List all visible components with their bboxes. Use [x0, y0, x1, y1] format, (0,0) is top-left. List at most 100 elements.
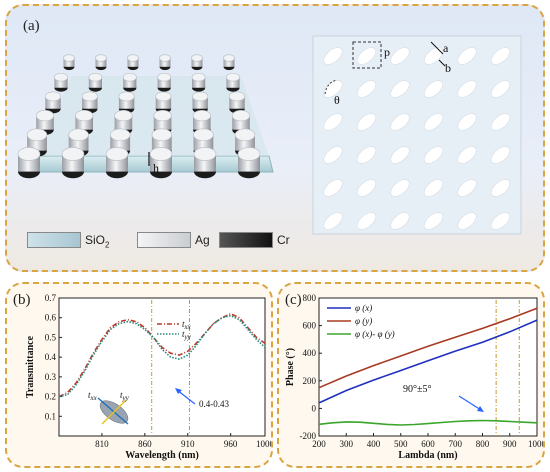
angle-label: θ	[334, 93, 340, 107]
top-view-ellipse	[457, 179, 477, 197]
top-view-ellipse	[490, 146, 511, 164]
y-tick-label: 600	[303, 321, 317, 331]
y-tick-label: 0.4	[45, 352, 57, 362]
y-tick-label: 0.1	[45, 411, 56, 421]
pillar	[54, 72, 68, 92]
pillar	[122, 72, 137, 92]
pillar	[149, 147, 173, 179]
panel-c: (c) 2003004005006007008009001000-2000200…	[277, 282, 545, 468]
top-view-ellipse	[323, 113, 343, 131]
x-tick-label: 960	[224, 439, 238, 449]
y-tick-label: 0.2	[45, 392, 56, 402]
top-view-ellipse	[356, 179, 377, 197]
height-label: h	[153, 161, 159, 175]
top-view-ellipse	[490, 80, 511, 98]
x-tick-label: 500	[394, 439, 408, 449]
pillar	[223, 54, 235, 71]
top-view-ellipse	[323, 212, 343, 230]
top-view-ellipse	[390, 212, 410, 230]
x-axis-label: Lambda (nm)	[398, 450, 457, 461]
inset-label-tyy: tyy	[120, 390, 130, 402]
legend-label-cr: Cr	[277, 233, 290, 247]
top-view-ellipse	[490, 47, 511, 65]
y-tick-label: 0.7	[45, 293, 57, 303]
pillar	[35, 110, 55, 135]
top-view-ellipse	[390, 80, 410, 98]
legend-label-ag: Ag	[195, 233, 210, 247]
x-tick-label: 910	[181, 439, 195, 449]
legend-label: φ (x)	[355, 303, 372, 313]
angle-arc	[324, 79, 338, 95]
legend-swatch-ag	[137, 232, 191, 248]
pillar	[17, 147, 41, 179]
pillar	[193, 147, 217, 179]
legend-label: tyy	[182, 329, 192, 341]
pillar	[63, 54, 75, 71]
legend-label-sio2: SiO2	[85, 233, 110, 250]
minor-axis-label: b	[445, 61, 451, 75]
x-tick-label: 300	[340, 439, 354, 449]
pillar	[191, 72, 206, 92]
series-line	[318, 307, 538, 389]
pillar	[118, 91, 135, 114]
top-view-ellipse	[490, 113, 511, 131]
top-view-ellipse	[323, 47, 343, 65]
inset-axis-yy	[101, 399, 127, 425]
top-view-ellipse	[423, 80, 444, 98]
pillar	[95, 54, 107, 71]
top-view-ellipse	[423, 212, 444, 230]
pillar	[237, 147, 261, 179]
y-axis-label: Phase (°)	[285, 348, 296, 386]
series-line	[318, 419, 538, 426]
x-tick-label: 860	[138, 439, 152, 449]
y-tick-label: 0.5	[45, 332, 57, 342]
pillar	[157, 72, 172, 92]
annotation-arrowhead	[175, 388, 182, 394]
top-view-ellipse	[390, 146, 410, 164]
top-view-panel	[312, 35, 522, 235]
pillar	[127, 54, 139, 71]
annotation-arrow	[458, 395, 482, 411]
top-view-ellipse	[390, 179, 410, 197]
minor-axis-marker	[438, 59, 446, 67]
pillar	[61, 147, 85, 179]
top-view-ellipse	[323, 179, 343, 197]
annotation-arrow	[176, 389, 196, 405]
legend-swatch-sio2	[27, 232, 81, 248]
plot-frame	[58, 297, 266, 437]
legend-swatch-cr	[219, 232, 273, 248]
top-view-ellipses	[323, 47, 511, 230]
period-label: p	[384, 45, 390, 59]
unit-cell-box	[352, 41, 382, 69]
y-tick-label: -200	[300, 431, 317, 441]
top-view-ellipse	[390, 47, 410, 65]
top-view-ellipse	[457, 113, 477, 131]
y-axis-label: Transmittance	[25, 335, 36, 398]
pillar	[114, 110, 133, 135]
annotation-range: 0.4-0.43	[199, 399, 229, 409]
top-view-ellipse	[457, 212, 477, 230]
x-tick-label: 600	[421, 439, 435, 449]
panel-b-label: (b)	[13, 292, 31, 308]
inset-label-txx: txx	[88, 390, 98, 402]
y-tick-label: 0	[312, 403, 317, 413]
x-tick-label: 800	[476, 439, 490, 449]
x-tick-label: 810	[95, 439, 109, 449]
pillar	[88, 72, 103, 92]
legend-label: txx	[182, 319, 192, 331]
top-view-ellipse	[423, 47, 444, 65]
top-view-ellipse	[356, 212, 377, 230]
annotation-arrowhead	[477, 406, 484, 412]
pillar-array-3d	[17, 54, 261, 179]
legend-label: φ (y)	[355, 316, 372, 326]
pillar	[159, 54, 171, 71]
major-axis-label: a	[443, 41, 449, 55]
x-tick-label: 200	[312, 439, 326, 449]
metasurface-3d-illustration: h p a b θ	[17, 35, 522, 235]
top-view-ellipse	[356, 146, 377, 164]
